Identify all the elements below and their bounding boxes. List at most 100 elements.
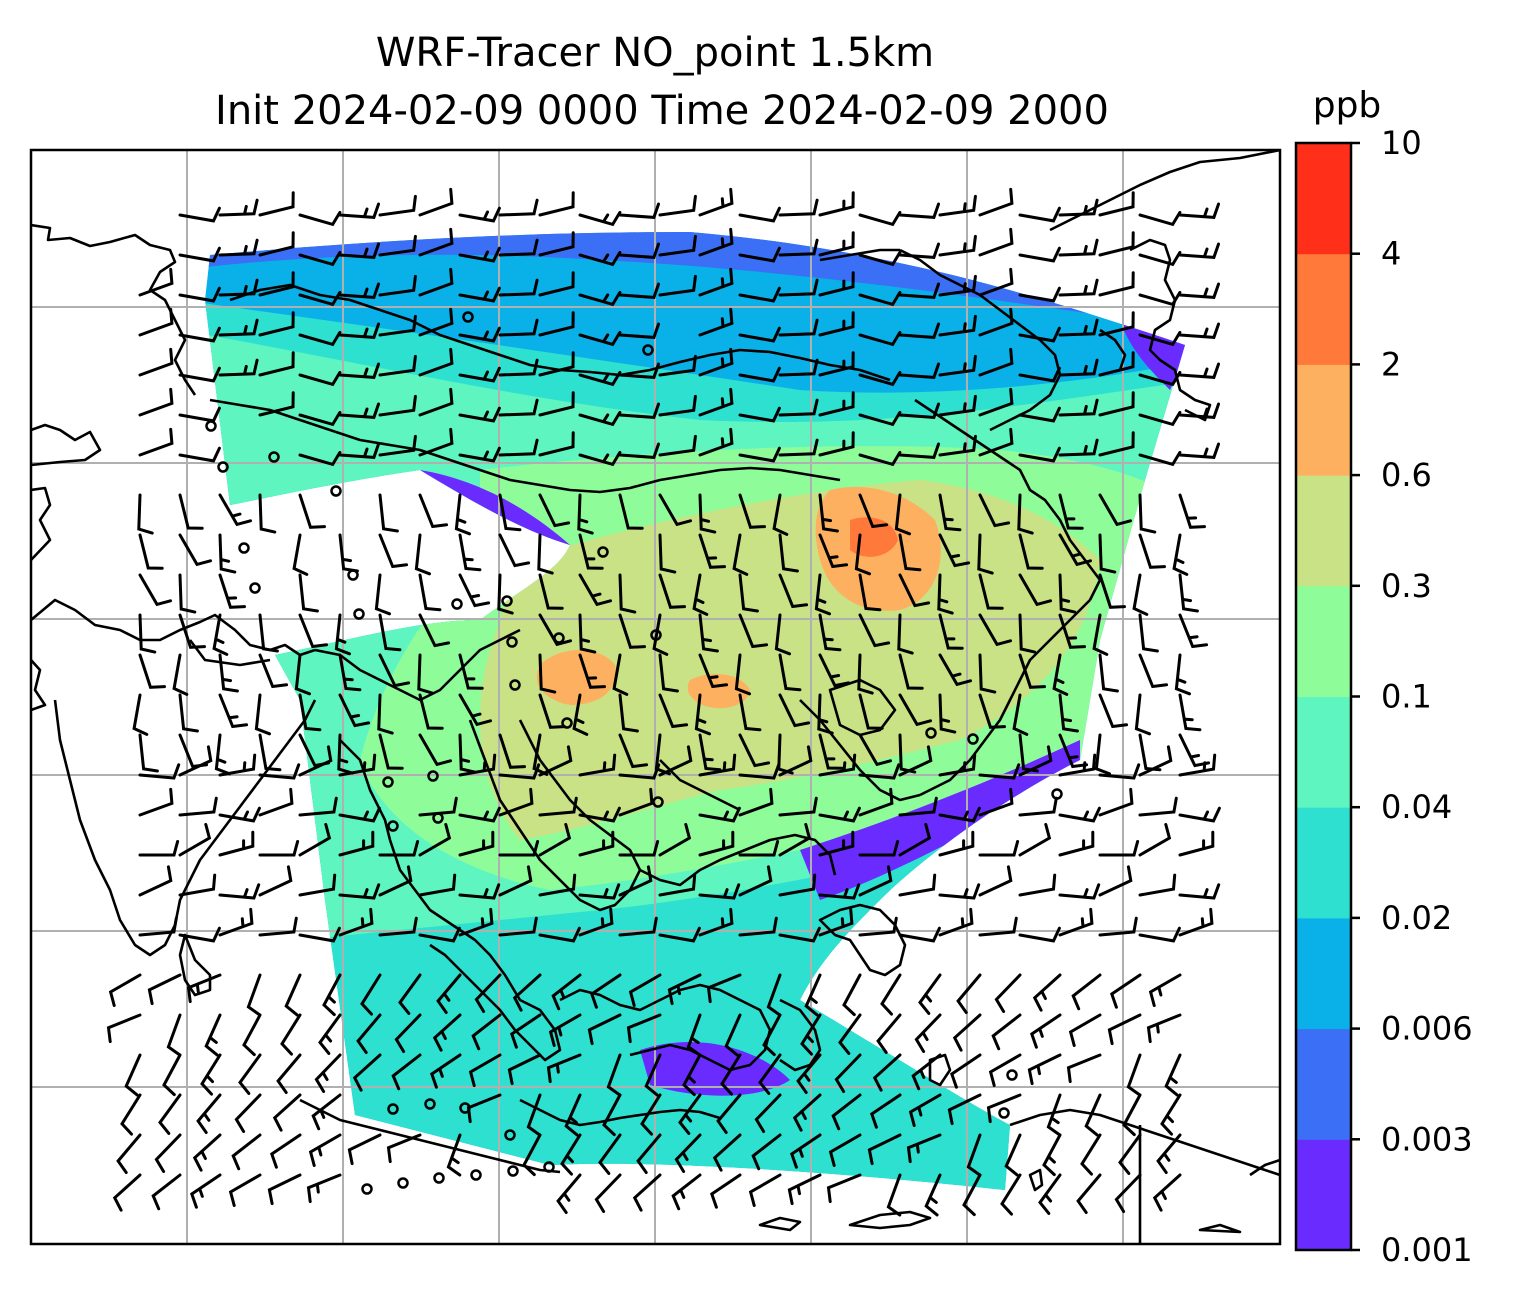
wind-barb — [658, 354, 697, 377]
wind-barb — [778, 238, 819, 257]
wind-barb — [698, 267, 734, 297]
wind-barb — [818, 191, 855, 217]
wind-barb — [898, 926, 941, 943]
wind-barb — [538, 351, 575, 377]
wind-barb — [498, 278, 539, 297]
colorbar-segment — [1296, 585, 1351, 697]
wind-barb — [678, 1093, 702, 1135]
wind-barb — [254, 693, 271, 736]
wind-barb — [618, 733, 649, 769]
wind-barb — [498, 398, 539, 417]
wind-barb — [106, 1013, 142, 1044]
wind-barb — [938, 693, 957, 734]
wind-barb — [898, 796, 938, 817]
wind-barb — [138, 533, 164, 570]
wind-barb — [858, 613, 891, 648]
wind-barb — [258, 391, 295, 417]
wind-barb — [898, 823, 932, 857]
map-panel — [31, 150, 1280, 1244]
wind-barb — [258, 916, 298, 937]
wind-barb — [311, 1093, 342, 1131]
wind-barb — [178, 366, 221, 383]
calm-wind-marker — [382, 776, 394, 788]
wind-barb — [218, 198, 259, 217]
wind-barb — [218, 753, 257, 777]
wind-barb — [738, 446, 781, 463]
wind-barb — [338, 282, 380, 299]
wind-barb — [978, 916, 1018, 937]
wind-barb — [618, 916, 658, 937]
wind-barb — [790, 1133, 822, 1169]
calm-wind-marker — [543, 1161, 555, 1173]
calm-wind-marker — [561, 717, 573, 729]
wind-barb — [218, 693, 249, 729]
wind-barb — [138, 613, 157, 654]
wind-barb — [306, 1173, 342, 1204]
wind-barb — [950, 1053, 982, 1089]
wind-barb — [258, 787, 294, 817]
wind-barb — [537, 533, 554, 575]
wind-barb — [258, 865, 293, 897]
wind-barb — [1058, 278, 1099, 297]
wind-barb — [867, 1133, 902, 1166]
wind-barb — [578, 883, 621, 900]
wind-barb — [698, 347, 734, 377]
wind-barb — [1058, 693, 1079, 733]
calm-wind-marker — [353, 608, 365, 620]
wind-barb — [1178, 613, 1209, 649]
wind-barb — [1098, 271, 1135, 297]
field-band-violet-south — [640, 1041, 790, 1096]
wind-barbs — [106, 187, 1221, 1217]
wind-barb — [298, 873, 337, 897]
wind-barb — [778, 358, 819, 377]
wind-barb — [618, 322, 660, 339]
wind-barb — [738, 840, 780, 857]
wind-barb — [898, 322, 940, 339]
wind-barb — [474, 973, 502, 1013]
colorbar-tick-label: 0.006 — [1381, 1010, 1473, 1048]
wind-barb — [1138, 410, 1182, 427]
wind-barb — [498, 438, 539, 457]
wind-barb — [292, 533, 309, 576]
wind-barb — [698, 830, 735, 857]
wind-barb — [347, 1133, 382, 1166]
wind-barb — [204, 1013, 222, 1057]
wind-barb — [796, 1053, 822, 1094]
wind-barb — [978, 187, 1014, 217]
wind-barb — [778, 573, 809, 609]
wind-barb — [298, 250, 342, 267]
wind-barb — [538, 796, 578, 817]
wind-barb — [738, 206, 781, 223]
wind-barb — [1058, 907, 1094, 937]
wind-barb — [618, 282, 660, 299]
wind-barb — [338, 806, 381, 823]
wind-barb — [818, 533, 849, 569]
wind-barb — [218, 573, 246, 609]
wind-barb — [178, 573, 197, 614]
wind-barb — [698, 613, 719, 653]
wind-barb — [1138, 330, 1182, 347]
wind-barb — [258, 763, 301, 780]
wind-barb — [468, 1053, 502, 1087]
wind-barb — [818, 311, 855, 337]
wind-barb — [178, 206, 221, 223]
wind-barb — [1098, 431, 1135, 457]
tracer-field — [205, 232, 1185, 1190]
wind-barb — [698, 733, 722, 772]
wind-barb — [556, 1173, 582, 1214]
wind-barb — [322, 973, 342, 1017]
wind-barb — [898, 653, 924, 690]
calm-wind-marker — [387, 820, 399, 832]
wind-barb — [138, 387, 174, 417]
wind-barb — [778, 318, 819, 337]
wind-barb — [1178, 402, 1220, 419]
wind-barb — [1126, 1053, 1142, 1097]
wind-barb — [818, 613, 842, 652]
wind-barb — [414, 533, 431, 576]
field-band-orange-mid — [687, 674, 750, 709]
wind-barb — [1058, 830, 1095, 857]
wind-barb — [538, 573, 564, 610]
wind-barb — [498, 533, 531, 568]
wind-barb — [1018, 326, 1061, 343]
